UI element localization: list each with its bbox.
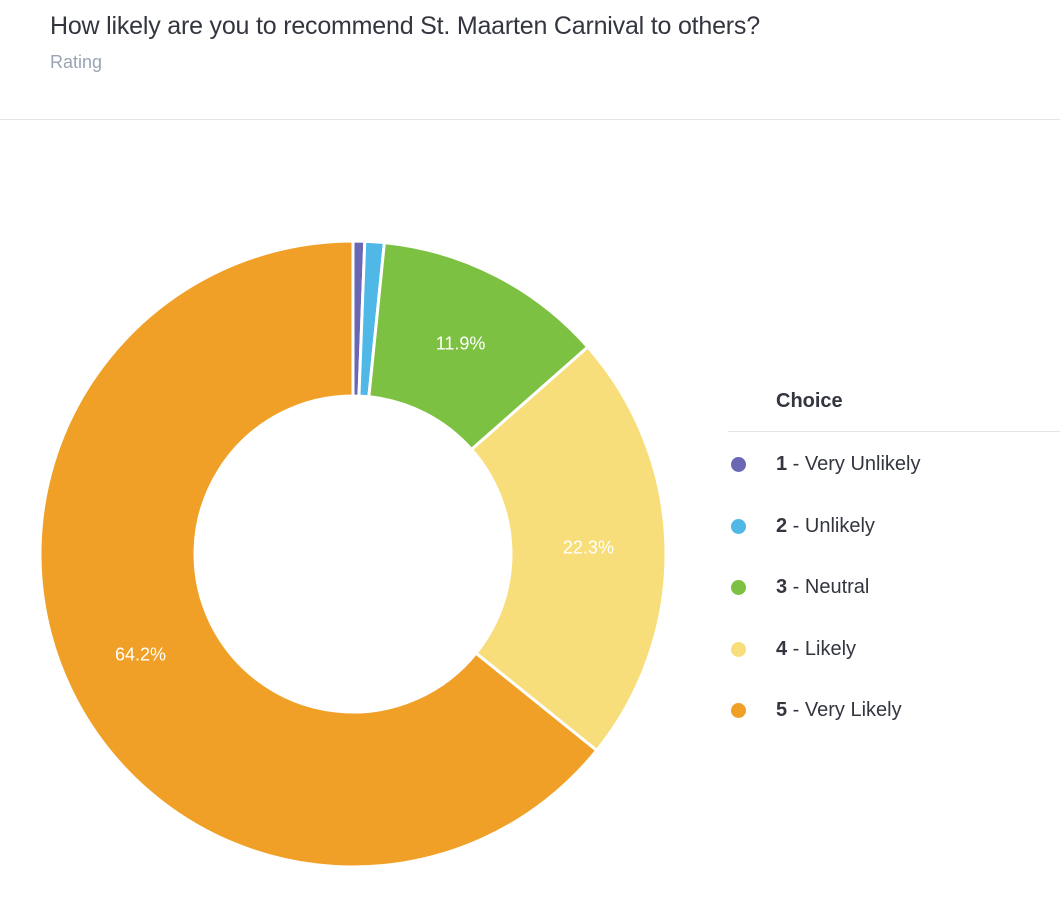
question-header: How likely are you to recommend St. Maar… — [50, 10, 1060, 73]
legend-dot-icon — [731, 641, 746, 657]
legend-heading: Choice — [728, 384, 1060, 432]
legend-item-number: 4 — [776, 637, 788, 660]
chart-legend: Choice 1 - Very Unlikely 2 - Unlikely 3 … — [728, 384, 1060, 758]
legend-item-label: - Very Unlikely — [787, 453, 921, 475]
legend-item-label: - Unlikely — [787, 514, 875, 537]
legend-dot-icon — [731, 703, 746, 718]
data-label-slice-very-likely: 64.2% — [115, 644, 166, 664]
legend-item-label: - Very Likely — [787, 699, 902, 721]
legend-item-label: - Likely — [787, 637, 857, 660]
question-type-label: Rating — [50, 52, 103, 72]
data-label-slice-likely: 22.3% — [563, 538, 614, 558]
legend-dot-icon — [731, 457, 746, 472]
question-title: How likely are you to recommend St. Maar… — [50, 12, 760, 40]
legend-item-number: 3 — [776, 576, 788, 598]
legend-item-likely[interactable]: 4 - Likely — [728, 635, 1060, 697]
legend-item-unlikely[interactable]: 2 - Unlikely — [728, 512, 1060, 574]
legend-list: 1 - Very Unlikely 2 - Unlikely 3 - Neutr… — [728, 450, 1060, 758]
legend-item-very-likely[interactable]: 5 - Very Likely — [728, 696, 1060, 758]
legend-item-number: 1 — [776, 453, 788, 475]
slice-likely[interactable] — [469, 344, 668, 753]
header-divider — [0, 119, 1060, 120]
legend-item-neutral[interactable]: 3 - Neutral — [728, 573, 1060, 635]
data-label-slice-neutral: 11.9% — [436, 333, 486, 353]
legend-item-number: 5 — [776, 699, 788, 721]
legend-item-very-unlikely[interactable]: 1 - Very Unlikely — [728, 450, 1060, 512]
legend-dot-icon — [731, 580, 746, 595]
legend-dot-icon — [731, 518, 746, 534]
slice-very-likely[interactable] — [38, 239, 599, 869]
legend-item-number: 2 — [776, 514, 788, 537]
donut-chart: 11.9% 22.3% 64.2% — [38, 239, 668, 869]
legend-item-label: - Neutral — [787, 576, 870, 598]
